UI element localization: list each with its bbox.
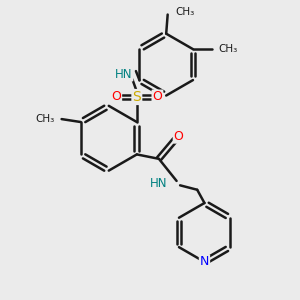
Text: O: O	[174, 130, 184, 143]
Text: N: N	[200, 255, 209, 268]
Text: CH₃: CH₃	[175, 7, 194, 16]
Text: HN: HN	[150, 177, 168, 190]
Text: CH₃: CH₃	[219, 44, 238, 54]
Text: O: O	[152, 91, 162, 103]
Text: S: S	[133, 90, 141, 104]
Text: CH₃: CH₃	[36, 114, 55, 124]
Text: HN: HN	[115, 68, 132, 80]
Text: O: O	[111, 91, 121, 103]
